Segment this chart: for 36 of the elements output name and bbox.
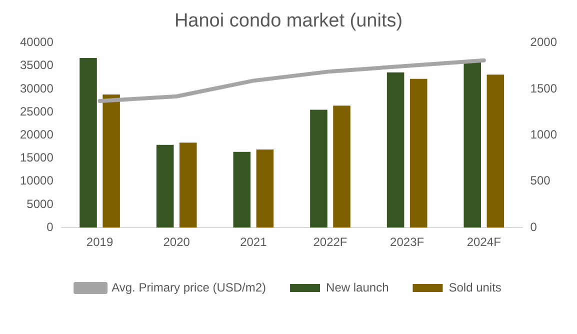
bar bbox=[464, 62, 482, 228]
legend-label: Avg. Primary price (USD/m2) bbox=[112, 280, 266, 294]
x-tick-label: 2024F bbox=[466, 235, 501, 250]
x-tick-label: 2020 bbox=[163, 235, 190, 250]
bar bbox=[102, 94, 120, 228]
legend-label: New launch bbox=[326, 280, 389, 294]
legend-label: Sold units bbox=[448, 280, 502, 294]
bar bbox=[233, 152, 251, 228]
x-tick-label: 2023F bbox=[390, 235, 424, 250]
bar bbox=[333, 106, 350, 228]
y2-tick-label: 500 bbox=[530, 174, 551, 188]
x-tick-label: 2022F bbox=[313, 235, 348, 250]
y-tick-label: 5000 bbox=[26, 196, 54, 211]
y-tick-label: 15000 bbox=[20, 150, 54, 165]
y2-tick-label: 0 bbox=[530, 220, 538, 234]
bar bbox=[310, 110, 328, 228]
y-tick-label: 40000 bbox=[20, 35, 54, 50]
y-tick-label: 30000 bbox=[20, 81, 54, 96]
y-tick-label: 20000 bbox=[20, 128, 54, 142]
chart-title: Hanoi condo market (units) bbox=[174, 10, 403, 32]
y-tick-label: 35000 bbox=[20, 58, 54, 72]
bar bbox=[156, 144, 174, 228]
bar bbox=[486, 74, 504, 228]
bar bbox=[80, 58, 97, 228]
y-tick-label: 0 bbox=[46, 220, 54, 234]
y2-tick-label: 2000 bbox=[530, 35, 558, 50]
y2-tick-label: 1500 bbox=[530, 81, 558, 96]
y2-tick-label: 1000 bbox=[530, 128, 558, 142]
bar bbox=[410, 78, 428, 228]
bar bbox=[179, 142, 197, 228]
bar bbox=[256, 150, 274, 228]
x-tick-label: 2019 bbox=[86, 235, 114, 250]
y-tick-label: 25000 bbox=[20, 104, 54, 118]
x-tick-label: 2021 bbox=[240, 235, 268, 250]
bar bbox=[386, 72, 404, 228]
y-tick-label: 10000 bbox=[20, 174, 54, 188]
